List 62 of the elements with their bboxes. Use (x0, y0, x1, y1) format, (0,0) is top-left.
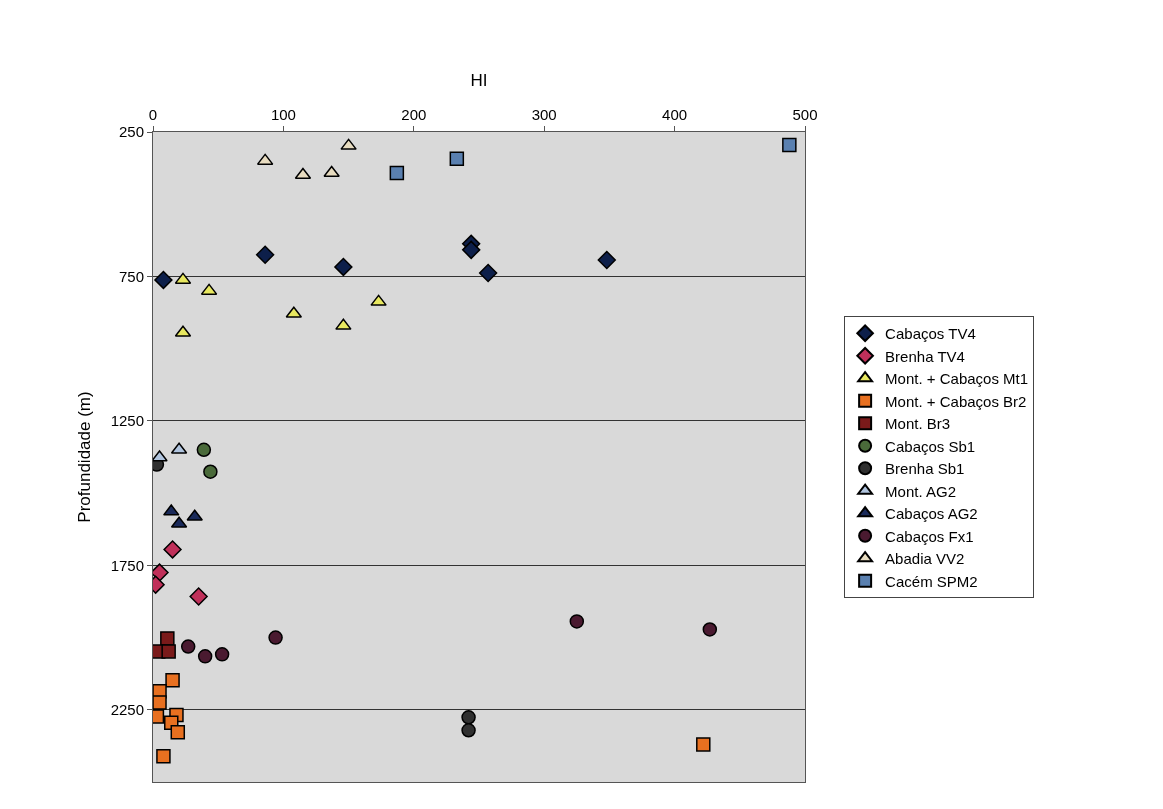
legend-label: Cabaços TV4 (885, 325, 976, 343)
x-tick-label: 400 (662, 106, 688, 123)
x-tick-label: 500 (792, 106, 818, 123)
y-tick-label: 1250 (110, 412, 144, 430)
x-tick-label: 100 (270, 106, 296, 123)
point (255, 245, 275, 264)
y-tick-label: 2250 (110, 701, 144, 719)
x-tick-label: 200 (401, 106, 427, 123)
point (461, 710, 476, 725)
legend-label: Mont. + Cabaços Br2 (885, 392, 1027, 410)
legend-label: Mont. + Cabaços Mt1 (885, 370, 1029, 388)
y-tick-label: 250 (118, 123, 144, 141)
legend-label: Abadia VV2 (885, 550, 965, 568)
point (186, 509, 203, 521)
point (389, 165, 405, 181)
point (163, 540, 182, 559)
point (160, 631, 175, 646)
point (180, 639, 196, 654)
point (268, 630, 283, 645)
point (323, 165, 340, 178)
point (163, 504, 180, 516)
legend-label: Brenha Sb1 (885, 460, 965, 478)
point (196, 442, 212, 458)
y-tick-label: 1750 (110, 556, 144, 574)
x-tick-label: 300 (531, 106, 557, 123)
legend-label: Mont. AG2 (885, 482, 956, 500)
point (461, 240, 481, 260)
point (569, 614, 585, 629)
point (214, 647, 230, 662)
point (340, 138, 357, 150)
legend-label: Cabaços Sb1 (885, 437, 976, 455)
point (153, 450, 168, 462)
legend-label: Cacém SPM2 (885, 572, 978, 590)
point (153, 563, 169, 582)
point (154, 270, 173, 290)
point (203, 464, 218, 479)
point (165, 673, 180, 688)
y-axis-title: Profundidade (m) (75, 391, 95, 523)
legend-label: Cabaços Fx1 (885, 527, 974, 545)
point (189, 587, 208, 606)
legend-label: Brenha TV4 (885, 347, 965, 365)
point (153, 695, 167, 710)
point (449, 151, 465, 167)
point (461, 723, 476, 738)
point (597, 250, 616, 270)
point (170, 725, 186, 740)
legend-label: Mont. Br3 (885, 415, 951, 433)
x-axis-title: HI (470, 70, 488, 90)
point (335, 318, 352, 330)
point (197, 649, 213, 664)
legend-label: Cabaços AG2 (885, 505, 978, 523)
point (478, 263, 498, 283)
y-tick-label: 750 (118, 267, 144, 285)
x-tick-label: 0 (148, 106, 158, 123)
point (161, 644, 176, 659)
point (702, 622, 718, 637)
point (294, 167, 312, 180)
point (370, 294, 387, 306)
point (696, 737, 711, 752)
point (782, 137, 797, 153)
point (156, 749, 171, 764)
point (334, 257, 353, 277)
